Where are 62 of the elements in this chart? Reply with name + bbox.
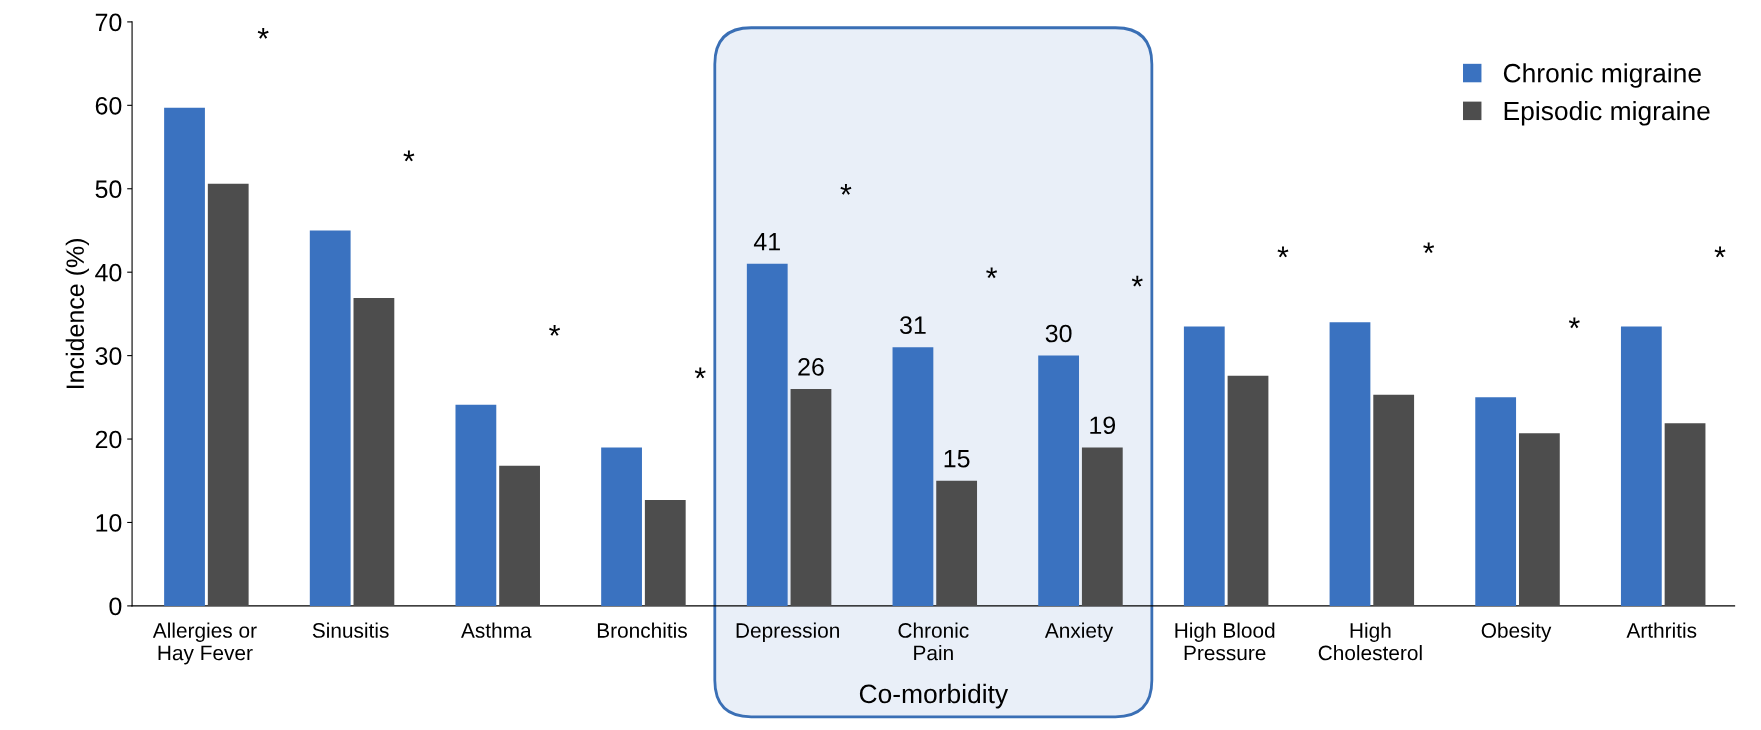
bar [892, 347, 934, 606]
bar [1664, 423, 1706, 606]
annotation: * [840, 183, 852, 195]
bar [353, 298, 395, 606]
y-tick-label: 10 [96, 514, 122, 532]
x-tick-label: Chronic Pain [898, 622, 969, 661]
y-tick-label: 50 [95, 180, 122, 199]
bar [164, 107, 205, 606]
annotation: * [986, 267, 998, 279]
bar [790, 388, 832, 606]
legend-label: Episodic migraine [1504, 100, 1710, 126]
x-tick-label: Obesity [1481, 622, 1552, 642]
annotation: * [1423, 242, 1435, 254]
annotation: * [1568, 317, 1580, 329]
x-tick-label: High Blood Pressure [1175, 622, 1275, 661]
x-tick-label: High Cholesterol [1318, 622, 1422, 661]
bar [499, 465, 540, 606]
bar [644, 499, 686, 606]
bar [207, 183, 249, 606]
y-axis-title: Incidence (%) [65, 239, 89, 389]
annotation: * [549, 324, 561, 336]
bar [1183, 326, 1225, 606]
bar [1475, 397, 1517, 606]
data-label: 19 [1090, 416, 1116, 435]
y-tick-label: 30 [95, 347, 122, 365]
data-label: 26 [798, 358, 824, 376]
legend-label: Chronic migraine [1503, 63, 1701, 88]
bar [1518, 433, 1560, 606]
y-tick-label: 60 [95, 96, 122, 115]
bar [936, 480, 978, 606]
data-label: 31 [899, 316, 926, 334]
x-tick-label: Sinusitis [312, 622, 389, 638]
annotation: * [1714, 246, 1726, 258]
bar [1620, 326, 1662, 606]
bar [1329, 322, 1371, 606]
data-label: 15 [944, 450, 970, 468]
bar [601, 447, 642, 606]
x-tick-label: Depression [736, 622, 839, 642]
data-label: 41 [753, 233, 780, 251]
x-tick-label: Asthma [461, 622, 532, 638]
bar [455, 404, 497, 606]
x-tick-label: Allergies or Hay Fever [152, 622, 257, 665]
data-label: 30 [1045, 324, 1072, 343]
annotation: * [257, 27, 269, 39]
bar [746, 263, 788, 606]
y-tick-label: 0 [109, 597, 122, 616]
bar [1038, 355, 1080, 606]
x-tick-label: Bronchitis [597, 622, 687, 638]
annotation: * [1277, 246, 1289, 258]
annotation: * [403, 150, 415, 162]
y-tick-label: 40 [95, 263, 122, 282]
x-axis-title: Co-morbidity [859, 683, 1009, 709]
bar [1373, 394, 1415, 606]
annotation: * [1131, 275, 1143, 287]
bar [309, 230, 351, 606]
x-tick-label: Anxiety [1044, 622, 1114, 642]
bar [1227, 375, 1269, 606]
annotation: * [694, 367, 706, 379]
bar [1081, 447, 1123, 606]
y-tick-label: 70 [95, 13, 122, 32]
x-tick-label: Arthritis [1626, 622, 1697, 638]
y-tick-label: 20 [95, 430, 122, 449]
